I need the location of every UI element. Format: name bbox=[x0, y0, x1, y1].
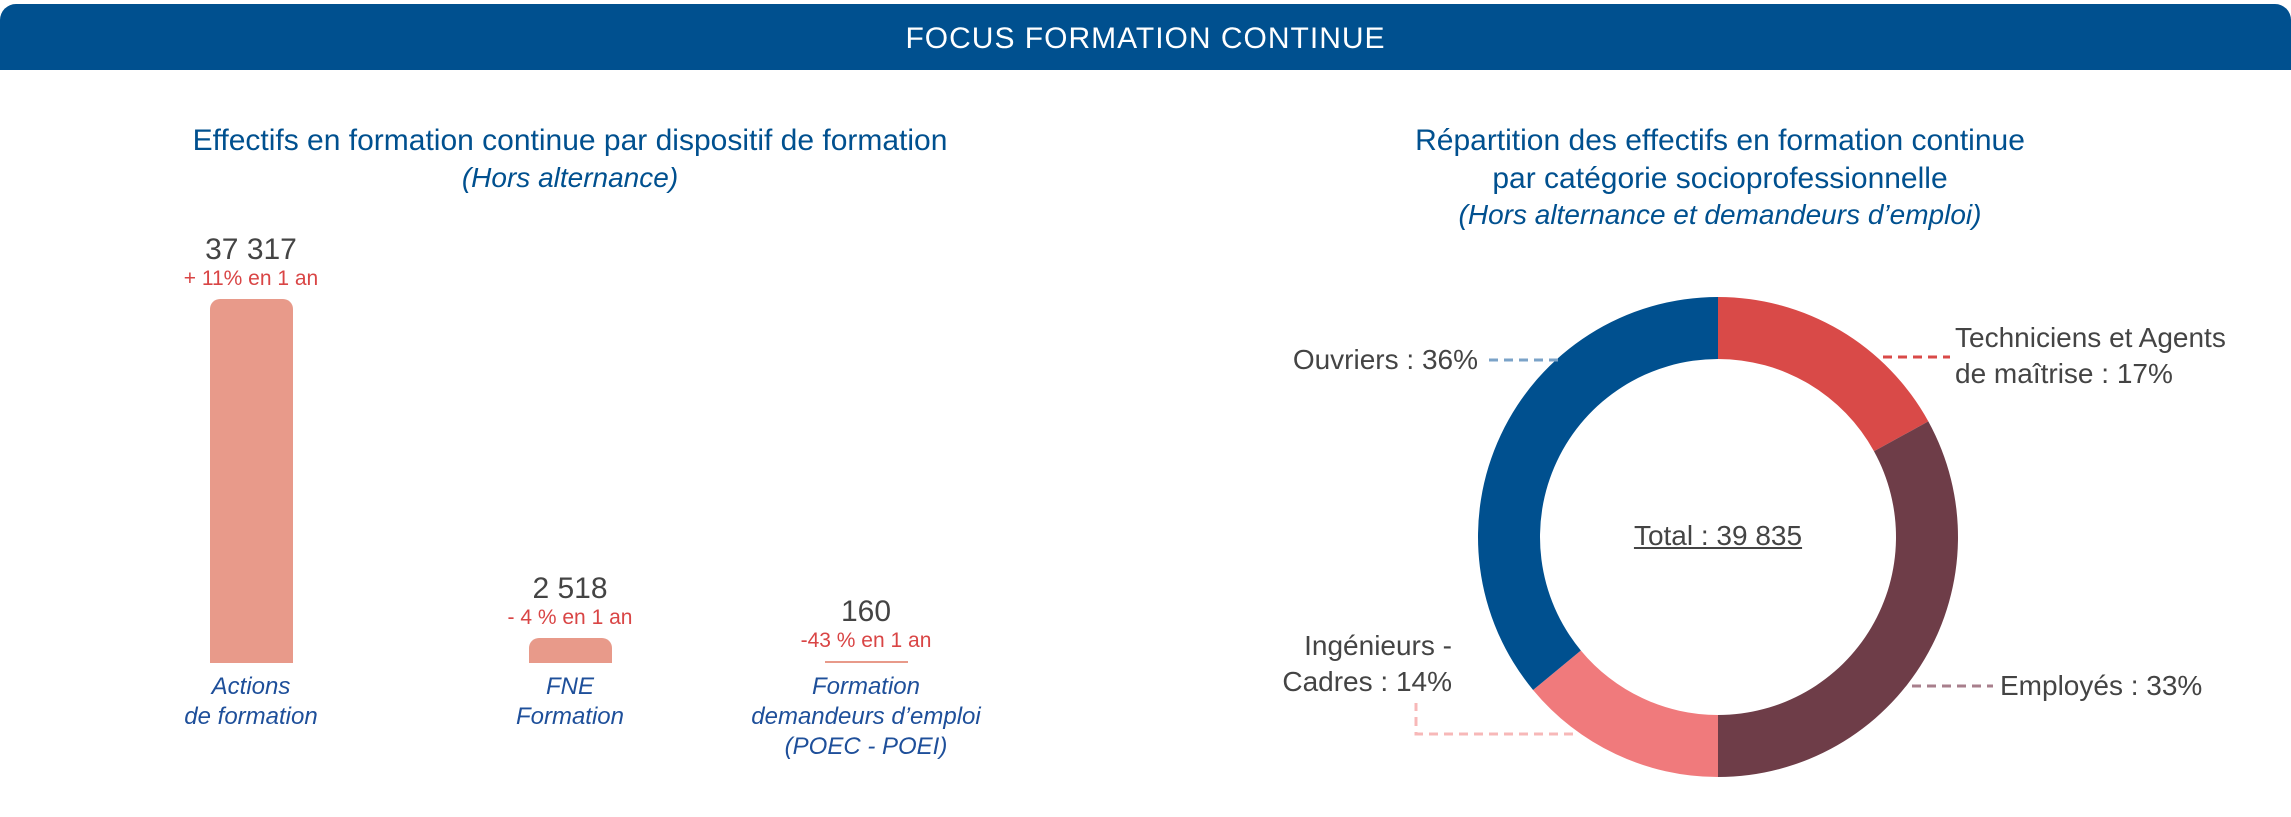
donut-leader-line-3 bbox=[1414, 703, 1573, 736]
bar-category-line: Formation bbox=[811, 673, 921, 700]
bar-category-label: Actions de formation bbox=[71, 672, 431, 732]
donut-slice-3 bbox=[1533, 650, 1718, 777]
bar-category-line: (POEC - POEI) bbox=[784, 733, 948, 760]
donut-slice-label-line: Ouvriers : 36% bbox=[1292, 344, 1478, 375]
donut-slice-label-line: de maîtrise : 17% bbox=[1955, 358, 2173, 389]
donut-slice-label-line: Ingénieurs - bbox=[1304, 630, 1452, 661]
bar-value-label: 160 bbox=[840, 595, 892, 628]
donut-chart-subtitle: (Hors alternance et demandeurs d’emploi) bbox=[1458, 199, 1982, 230]
donut-slice-label-line: Cadres : 14% bbox=[1282, 666, 1452, 697]
bar-change-label: -43 % en 1 an bbox=[800, 629, 932, 652]
bar-change-label: - 4 % en 1 an bbox=[507, 606, 633, 630]
donut-chart-title: Répartition des effectifs en formation c… bbox=[1415, 124, 2025, 157]
donut-slice-label: Employés : 33% bbox=[2000, 668, 2202, 704]
bar-chart-subtitle: (Hors alternance) bbox=[461, 162, 679, 193]
header-banner: FOCUS FORMATION CONTINUE bbox=[0, 4, 2291, 70]
bar-value-label: 2 518 bbox=[532, 572, 608, 606]
donut-slice-label: Ingénieurs - Cadres : 14% bbox=[1200, 628, 1452, 700]
donut-slice-4 bbox=[1477, 297, 1718, 690]
donut-slice-label: Ouvriers : 36% bbox=[1100, 342, 1478, 378]
bar-3 bbox=[824, 661, 908, 663]
bar-category-label: FNE Formation bbox=[390, 672, 750, 732]
donut-slice-label-line: Techniciens et Agents bbox=[1955, 322, 2226, 353]
donut-slice-2 bbox=[1718, 421, 1958, 777]
header-title: FOCUS FORMATION CONTINUE bbox=[905, 22, 1386, 55]
bar-category-line: demandeurs d’emploi bbox=[751, 703, 981, 730]
bar-chart-title: Effectifs en formation continue par disp… bbox=[192, 124, 948, 157]
donut-slice-label-line: Employés : 33% bbox=[2000, 670, 2203, 701]
bar-category-label: Formation demandeurs d’emploi (POEC - POEI… bbox=[686, 672, 1046, 762]
bar-change-label: + 11% en 1 an bbox=[183, 267, 319, 290]
bar-1 bbox=[209, 299, 293, 663]
bar-2 bbox=[528, 638, 612, 663]
donut-chart-title-line2: par catégorie socioprofessionnelle bbox=[1492, 162, 1948, 195]
bar-category-line: de formation bbox=[184, 703, 318, 730]
bar-category-line: Formation bbox=[515, 703, 625, 730]
bar-category-line: FNE bbox=[546, 673, 594, 700]
donut-total-label: Total : 39 835 bbox=[1633, 520, 1803, 551]
donut-slice-1 bbox=[1718, 297, 1929, 452]
donut-slice-label: Techniciens et Agents de maîtrise : 17% bbox=[1955, 320, 2226, 392]
bar-category-line: Actions bbox=[211, 673, 291, 700]
bar-value-label: 37 317 bbox=[205, 233, 297, 266]
